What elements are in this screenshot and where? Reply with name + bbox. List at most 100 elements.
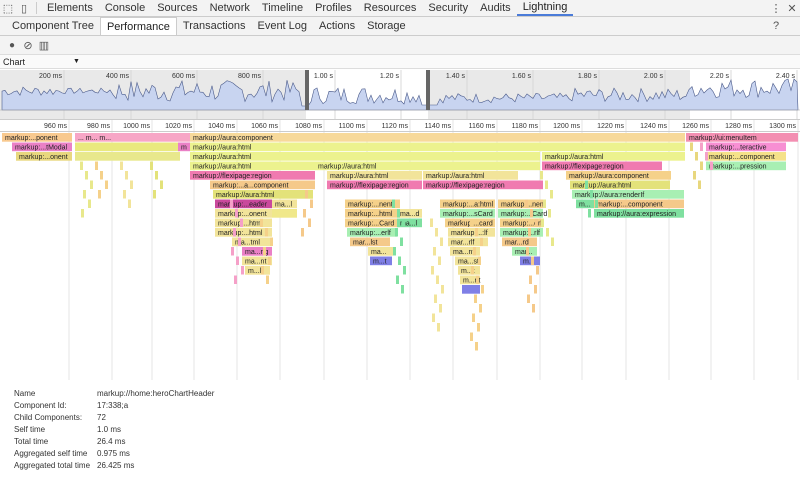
flame-block-rect[interactable] [542, 161, 662, 171]
flame-block[interactable]: markup:...eader [215, 199, 272, 209]
flame-block-rect[interactable] [190, 152, 540, 161]
tab-console[interactable]: Console [104, 2, 146, 14]
flame-block-rect[interactable] [232, 237, 272, 247]
flame-block[interactable]: ma...tml [232, 237, 272, 247]
flame-block[interactable]: markup:...html [215, 218, 272, 228]
flame-block-rect[interactable] [440, 209, 495, 218]
flame-block[interactable]: markup:...ponent [2, 133, 72, 142]
flame-block[interactable]: markup:...html [345, 209, 400, 218]
flame-block-rect[interactable] [594, 199, 684, 209]
overview-left-handle[interactable] [305, 70, 309, 110]
bar-chart-icon[interactable]: ▥ [38, 39, 50, 52]
flame-block-rect[interactable] [245, 266, 270, 275]
flame-block-rect[interactable] [215, 218, 272, 228]
flame-block-rect[interactable] [572, 190, 684, 199]
flame-block[interactable] [75, 152, 180, 161]
overview-timeline[interactable]: 200 ms 400 ms 600 ms 800 ms 1.00 s 1.20 s 1.40… [0, 70, 800, 120]
flame-block-rect[interactable] [345, 209, 400, 218]
flame-block[interactable]: markup:...tModal [12, 142, 72, 152]
flame-block-rect[interactable] [440, 199, 495, 209]
tab-lightning[interactable]: Lightning [516, 0, 574, 16]
flame-block[interactable]: mar...rlf [448, 237, 488, 247]
flame-block[interactable]: ma...l [397, 218, 422, 228]
clear-icon[interactable]: ⊘ [23, 39, 33, 52]
help-button[interactable]: ? [772, 20, 780, 32]
flame-block-rect[interactable] [423, 171, 518, 180]
tab-elements[interactable]: Elements [47, 2, 93, 14]
flame-block[interactable]: m... [520, 256, 540, 266]
flame-block[interactable]: markup://aura:renderIf [572, 190, 684, 199]
flame-block[interactable]: markup:...sCard [440, 209, 495, 218]
flame-block[interactable]: m [178, 142, 190, 152]
tab-resources[interactable]: Resources [363, 2, 417, 14]
flame-block-rect[interactable] [213, 190, 313, 199]
flame-block[interactable]: ma...nt [450, 247, 480, 256]
flame-block[interactable]: ma...l [272, 199, 297, 209]
flame-block[interactable]: markup:...html [215, 228, 272, 237]
close-icon[interactable]: ✕ [787, 2, 797, 15]
flame-block-rect[interactable] [75, 133, 190, 142]
flame-chart-canvas[interactable]: 960 ms 980 ms 1000 ms 1020 ms 1040 ms 1060 ms… [0, 120, 800, 380]
flame-block[interactable]: markup://aura:html [327, 171, 422, 180]
flame-block[interactable] [272, 209, 297, 218]
flame-block-rect[interactable] [368, 247, 393, 256]
subtab-performance[interactable]: Performance [99, 17, 177, 35]
flame-block-rect[interactable] [460, 275, 480, 285]
flame-block-rect[interactable] [190, 142, 685, 152]
tab-timeline[interactable]: Timeline [261, 2, 304, 14]
inspect-element-icon[interactable]: ⬚ [2, 2, 14, 15]
flame-block-rect[interactable] [370, 256, 392, 266]
flame-block[interactable]: markup:...onent [215, 209, 272, 218]
subtab-storage[interactable]: Storage [367, 20, 406, 32]
flame-block-rect[interactable] [75, 152, 180, 161]
flame-block-rect[interactable] [345, 218, 400, 228]
flame-block[interactable]: m... [576, 199, 594, 209]
flame-block[interactable]: markup:...component [594, 199, 684, 209]
flame-block[interactable]: markup://aura:html [213, 190, 313, 199]
flame-block-rect[interactable] [570, 180, 670, 190]
flame-block[interactable]: ma...st [455, 256, 480, 266]
chart-type-select[interactable]: Chart ▼ [0, 55, 800, 69]
flame-block[interactable]: mar...lst [350, 237, 390, 247]
flame-block[interactable]: markup:...a...component [210, 180, 315, 190]
flame-block-rect[interactable] [498, 199, 543, 209]
flame-block[interactable]: ma...ng [242, 247, 272, 256]
flame-block[interactable]: m...t [370, 256, 392, 266]
flame-block[interactable]: ma... [368, 247, 393, 256]
flame-block-rect[interactable] [594, 209, 684, 218]
flame-block-rect[interactable] [350, 237, 390, 247]
flame-block-rect[interactable] [12, 142, 72, 152]
flame-block-rect[interactable] [215, 209, 272, 218]
flame-block-rect[interactable] [450, 247, 480, 256]
tab-profiles[interactable]: Profiles [315, 2, 352, 14]
flame-block-rect[interactable] [190, 133, 685, 142]
flame-block[interactable]: markup://aura:component [190, 133, 685, 142]
flame-block[interactable] [462, 285, 480, 294]
overview-chart[interactable]: 200 ms 400 ms 600 ms 800 ms 1.00 s 1.20 s 1.40… [0, 70, 800, 120]
flame-block-rect[interactable] [327, 171, 422, 180]
flame-block[interactable]: markup://aura:html [190, 142, 685, 152]
flame-block[interactable]: markup:...component [706, 152, 786, 161]
overview-right-handle[interactable] [426, 70, 430, 110]
flame-block[interactable]: ma...d [397, 209, 422, 218]
flame-block-rect[interactable] [210, 180, 315, 190]
subtab-component-tree[interactable]: Component Tree [12, 20, 94, 32]
flame-block-rect[interactable] [315, 161, 540, 171]
flame-block-rect[interactable] [397, 218, 422, 228]
flame-block-rect[interactable] [190, 171, 315, 180]
flame-block-rect[interactable] [327, 180, 422, 190]
flame-block-rect[interactable] [215, 199, 272, 209]
flame-block-rect[interactable] [706, 161, 786, 171]
flame-block[interactable]: mar... [512, 247, 537, 256]
flame-block[interactable]: markup://flexipage:region [542, 161, 662, 171]
flame-block-rect[interactable] [272, 199, 297, 209]
flame-block-rect[interactable] [500, 218, 543, 228]
flame-block-rect[interactable] [242, 256, 272, 266]
record-icon[interactable]: ● [8, 39, 16, 51]
flame-block[interactable]: markup://aura:html [423, 171, 518, 180]
flame-block[interactable]: markup:...nent [498, 199, 546, 209]
flame-chart[interactable]: 960 ms 980 ms 1000 ms 1020 ms 1040 ms 1060 ms… [0, 120, 800, 380]
flame-block[interactable]: markup://flexipage:region [190, 171, 315, 180]
flame-block[interactable]: ... m... m... [75, 133, 190, 142]
flame-block[interactable]: ma...nt [242, 256, 272, 266]
